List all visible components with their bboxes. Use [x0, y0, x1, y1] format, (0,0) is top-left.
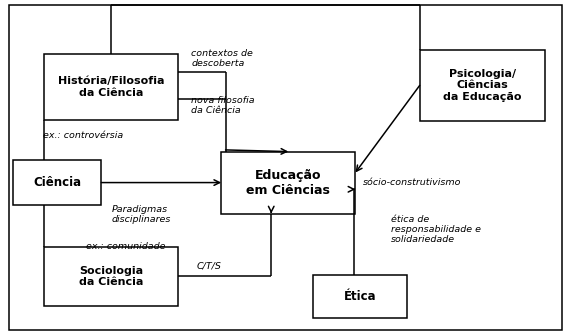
Text: Ética: Ética [343, 290, 376, 303]
Bar [45, 55, 178, 120]
Bar [13, 160, 102, 205]
Text: ex.: comunidade: ex.: comunidade [86, 242, 165, 251]
Bar [313, 275, 407, 318]
Text: Educação
em Ciências: Educação em Ciências [247, 169, 330, 197]
Text: História/Filosofia
da Ciência: História/Filosofia da Ciência [58, 76, 164, 98]
Bar [222, 151, 355, 214]
Text: contextos de
descoberta: contextos de descoberta [191, 49, 253, 68]
Text: Paradigmas
disciplinares: Paradigmas disciplinares [111, 205, 171, 224]
Text: ex.: controvérsia: ex.: controvérsia [43, 131, 123, 140]
Bar [420, 50, 545, 121]
Text: Psicologia/
Ciências
da Educação: Psicologia/ Ciências da Educação [443, 69, 522, 102]
Text: ética de
responsabilidade e
solidariedade: ética de responsabilidade e solidariedad… [391, 215, 481, 244]
Text: C/T/S: C/T/S [197, 262, 222, 271]
Text: nova filosofia
da Ciência: nova filosofia da Ciência [191, 96, 255, 115]
Text: sócio-construtivismo: sócio-construtivismo [363, 178, 461, 187]
Bar [45, 247, 178, 306]
Text: Sociologia
da Ciência: Sociologia da Ciência [79, 266, 143, 287]
Text: Ciência: Ciência [33, 176, 81, 189]
